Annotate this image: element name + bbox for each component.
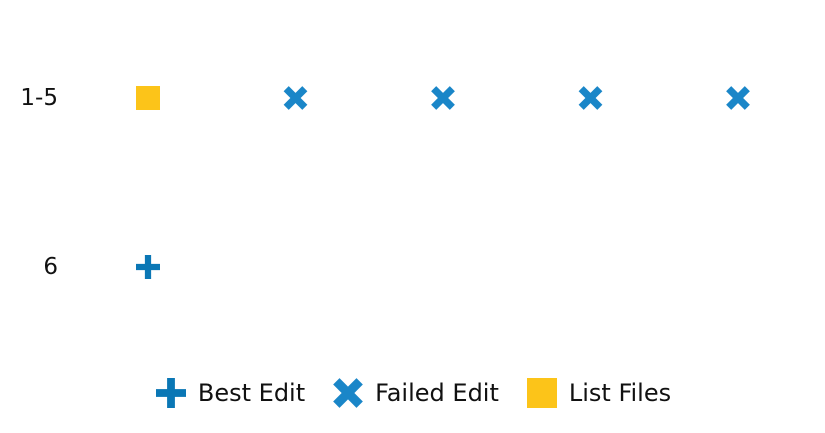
failed-edit-point [726, 86, 750, 110]
row-label: 6 [43, 254, 58, 280]
legend-x-marker [333, 378, 363, 408]
failed-edit-point [578, 86, 603, 110]
legend-label-best-edit: Best Edit [197, 379, 306, 407]
legend: Best Edit Failed Edit List Files [0, 362, 825, 424]
best-edit-point [136, 255, 160, 279]
legend-label-failed-edit: Failed Edit [375, 379, 499, 407]
legend-marker-shape [526, 378, 557, 408]
failed-edit-point [431, 86, 455, 110]
list-files-point [136, 86, 160, 110]
legend-item-failed-edit: Failed Edit [331, 376, 499, 410]
legend-marker-shape [333, 378, 363, 408]
legend-item-list-files: List Files [525, 376, 671, 410]
legend-label-list-files: List Files [568, 379, 672, 407]
legend-square-marker [526, 378, 557, 408]
legend-plus-marker [155, 378, 186, 408]
legend-marker-shape [155, 378, 186, 408]
failed-edit-point [283, 86, 308, 110]
row-label: 1-5 [20, 85, 58, 111]
legend-item-best-edit: Best Edit [154, 376, 305, 410]
